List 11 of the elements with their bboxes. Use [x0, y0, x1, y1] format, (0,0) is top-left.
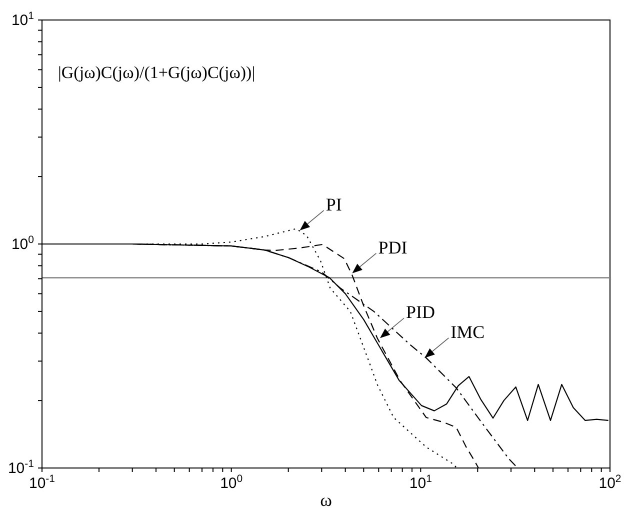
x-tick-label: 10$^{0}$	[220, 473, 243, 492]
annotation: |G(jω)C(jω)/(1+G(jω)C(jω))|	[58, 63, 256, 82]
x-tick-label: 10$^{2}$	[598, 473, 622, 492]
annotation: PI	[326, 194, 342, 214]
annotation: IMC	[450, 322, 485, 342]
x-axis-title: ω	[320, 490, 332, 508]
y-tick-label: 10$^{0}$	[11, 234, 34, 253]
y-tick-label: 10$^{1}$	[11, 10, 34, 29]
x-tick-label: 10$^{1}$	[409, 473, 432, 492]
annotation: PDI	[378, 237, 408, 258]
annotation: PID	[406, 302, 436, 322]
